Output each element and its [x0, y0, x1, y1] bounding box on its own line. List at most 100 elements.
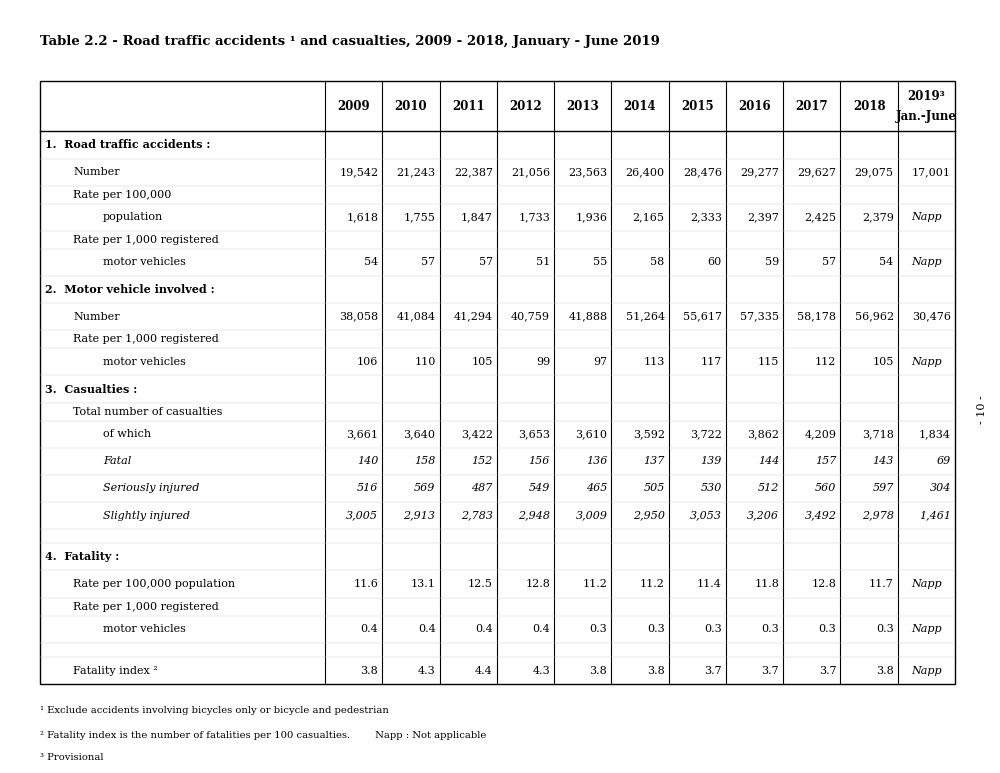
- Text: 41,294: 41,294: [454, 312, 493, 322]
- Text: 41,084: 41,084: [396, 312, 436, 322]
- Text: 0.3: 0.3: [647, 625, 665, 634]
- Text: 505: 505: [643, 483, 665, 493]
- Text: 158: 158: [414, 456, 436, 466]
- Text: of which: of which: [103, 429, 151, 439]
- Text: 57: 57: [822, 257, 836, 267]
- Text: 0.3: 0.3: [876, 625, 894, 634]
- Text: 3,610: 3,610: [575, 429, 607, 439]
- Text: 2,397: 2,397: [747, 213, 779, 223]
- Text: Fatality index ²: Fatality index ²: [73, 666, 158, 676]
- Text: 51: 51: [536, 257, 550, 267]
- Text: 21,243: 21,243: [396, 167, 436, 177]
- Text: 0.4: 0.4: [361, 625, 378, 634]
- Text: 58,178: 58,178: [797, 312, 836, 322]
- Text: Rate per 1,000 registered: Rate per 1,000 registered: [73, 334, 219, 344]
- Text: 0.4: 0.4: [532, 625, 550, 634]
- Text: 136: 136: [586, 456, 607, 466]
- Text: 30,476: 30,476: [912, 312, 951, 322]
- Text: 12.5: 12.5: [468, 579, 493, 589]
- Text: 3.8: 3.8: [361, 666, 378, 676]
- Text: 2.  Motor vehicle involved :: 2. Motor vehicle involved :: [45, 284, 215, 295]
- Text: 41,888: 41,888: [568, 312, 607, 322]
- Text: Seriously injured: Seriously injured: [103, 483, 199, 493]
- Text: Napp: Napp: [911, 666, 942, 676]
- Text: 304: 304: [930, 483, 951, 493]
- Text: 530: 530: [701, 483, 722, 493]
- Text: Slightly injured: Slightly injured: [103, 511, 190, 520]
- Text: 3,206: 3,206: [747, 511, 779, 520]
- Text: 2014: 2014: [624, 100, 656, 113]
- Text: 38,058: 38,058: [339, 312, 378, 322]
- Text: 2,333: 2,333: [690, 213, 722, 223]
- Text: 29,627: 29,627: [797, 167, 836, 177]
- Text: 0.3: 0.3: [590, 625, 607, 634]
- Text: 2,425: 2,425: [804, 213, 836, 223]
- Text: Jan.-June: Jan.-June: [896, 110, 957, 123]
- Text: 3.8: 3.8: [647, 666, 665, 676]
- Text: 58: 58: [650, 257, 665, 267]
- Text: 3,592: 3,592: [633, 429, 665, 439]
- Text: 3.8: 3.8: [876, 666, 894, 676]
- Text: 137: 137: [643, 456, 665, 466]
- Text: 3,862: 3,862: [747, 429, 779, 439]
- Text: 112: 112: [815, 357, 836, 367]
- Text: 51,264: 51,264: [626, 312, 665, 322]
- Text: 23,563: 23,563: [568, 167, 607, 177]
- Text: Napp: Napp: [911, 625, 942, 634]
- Text: population: population: [103, 213, 163, 223]
- Text: 139: 139: [701, 456, 722, 466]
- Text: 19,542: 19,542: [339, 167, 378, 177]
- Text: 2011: 2011: [452, 100, 484, 113]
- Text: 29,277: 29,277: [740, 167, 779, 177]
- Text: Total number of casualties: Total number of casualties: [73, 407, 222, 417]
- Text: 549: 549: [529, 483, 550, 493]
- Text: 3,640: 3,640: [404, 429, 436, 439]
- Text: 157: 157: [815, 456, 836, 466]
- Text: ¹ Exclude accidents involving bicycles only or bicycle and pedestrian: ¹ Exclude accidents involving bicycles o…: [40, 706, 389, 715]
- Text: 22,387: 22,387: [454, 167, 493, 177]
- Text: 3,005: 3,005: [346, 511, 378, 520]
- Text: 156: 156: [529, 456, 550, 466]
- Text: 3,661: 3,661: [346, 429, 378, 439]
- Text: 487: 487: [471, 483, 493, 493]
- Text: 54: 54: [364, 257, 378, 267]
- Text: Rate per 1,000 registered: Rate per 1,000 registered: [73, 235, 219, 245]
- Text: 3.  Casualties :: 3. Casualties :: [45, 383, 137, 394]
- Text: 3,009: 3,009: [575, 511, 607, 520]
- Text: 110: 110: [414, 357, 436, 367]
- Text: 1,936: 1,936: [575, 213, 607, 223]
- Text: 26,400: 26,400: [626, 167, 665, 177]
- Text: 4.4: 4.4: [475, 666, 493, 676]
- Text: 1,461: 1,461: [919, 511, 951, 520]
- Text: 0.3: 0.3: [704, 625, 722, 634]
- Text: 2,948: 2,948: [518, 511, 550, 520]
- Text: 2018: 2018: [853, 100, 885, 113]
- Text: 3,653: 3,653: [518, 429, 550, 439]
- Text: 69: 69: [937, 456, 951, 466]
- Text: 4.3: 4.3: [532, 666, 550, 676]
- Text: 12.8: 12.8: [525, 579, 550, 589]
- Text: 40,759: 40,759: [511, 312, 550, 322]
- Text: 0.4: 0.4: [475, 625, 493, 634]
- Text: 3,422: 3,422: [461, 429, 493, 439]
- Text: Number: Number: [73, 167, 120, 177]
- Text: 60: 60: [708, 257, 722, 267]
- Text: 12.8: 12.8: [812, 579, 836, 589]
- Text: 597: 597: [872, 483, 894, 493]
- Text: motor vehicles: motor vehicles: [103, 257, 186, 267]
- Text: 2,165: 2,165: [633, 213, 665, 223]
- Text: 115: 115: [758, 357, 779, 367]
- Text: 1,755: 1,755: [404, 213, 436, 223]
- Text: 11.4: 11.4: [697, 579, 722, 589]
- Text: 0.3: 0.3: [761, 625, 779, 634]
- Text: 29,075: 29,075: [855, 167, 894, 177]
- Text: 2012: 2012: [509, 100, 542, 113]
- Text: Number: Number: [73, 312, 120, 322]
- Text: 59: 59: [765, 257, 779, 267]
- Text: 17,001: 17,001: [912, 167, 951, 177]
- Text: 99: 99: [536, 357, 550, 367]
- Text: Napp: Napp: [911, 257, 942, 267]
- Text: 105: 105: [872, 357, 894, 367]
- Text: 2,379: 2,379: [862, 213, 894, 223]
- Text: 140: 140: [357, 456, 378, 466]
